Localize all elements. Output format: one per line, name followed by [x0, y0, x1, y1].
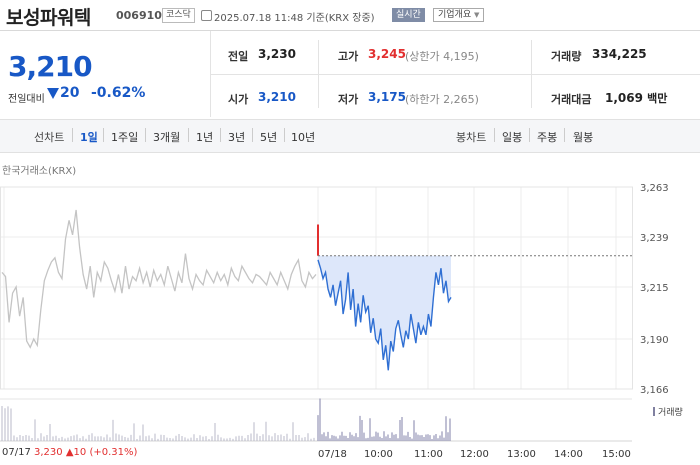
- quote-divider-v1: [318, 40, 319, 108]
- change-label: 전일대비: [8, 94, 45, 105]
- period-divider: [529, 128, 530, 142]
- prev-day-series: [1, 209, 317, 349]
- prev-close-value: 3,230: [258, 47, 296, 61]
- stock-code: 006910: [116, 9, 162, 22]
- y-tick-label: 3,215: [640, 283, 669, 294]
- amount-unit: 백만: [647, 92, 668, 105]
- timestamp: 2025.07.18 11:48 기준(KRX 장중): [214, 13, 375, 24]
- tab-1week[interactable]: 1주일: [111, 131, 139, 144]
- quote-divider-v2: [531, 40, 532, 108]
- x-tick-label: 07/18: [318, 449, 347, 460]
- lower-limit: (하한가 2,265): [405, 93, 479, 106]
- clock-icon: [201, 10, 212, 21]
- change-value: 20: [60, 85, 80, 101]
- prev-close-label: 전일: [228, 50, 249, 63]
- x-tick-label: 11:00: [414, 449, 443, 460]
- today-line: [317, 259, 452, 371]
- bottom-date: 07/17: [2, 447, 31, 458]
- upper-limit: (상한가 4,195): [405, 50, 479, 63]
- exchange-label: 한국거래소(KRX): [2, 166, 77, 177]
- candle-chart-label: 봉차트: [456, 131, 487, 144]
- tab-10year[interactable]: 10년: [291, 131, 316, 144]
- x-tick-label: 15:00: [602, 449, 631, 460]
- tab-3year[interactable]: 3년: [228, 131, 246, 144]
- company-overview-label: 기업개요: [438, 10, 472, 20]
- volume-value: 334,225: [592, 47, 647, 61]
- today-series: [317, 224, 632, 371]
- bottom-price: 3,230: [34, 447, 63, 458]
- volume-bars: [0, 398, 632, 442]
- y-tick-label: 3,166: [640, 385, 669, 396]
- low-label: 저가: [338, 93, 359, 106]
- chevron-down-icon: ▼: [474, 11, 480, 19]
- amount-number: 1,069: [605, 91, 643, 105]
- market-badge: 코스닥: [162, 8, 195, 23]
- period-divider: [494, 128, 495, 142]
- chart-grid: [0, 186, 633, 390]
- tab-daily[interactable]: 일봉: [502, 131, 523, 144]
- change-percent: -0.62%: [91, 85, 146, 101]
- line-chart-label: 선차트: [34, 131, 65, 144]
- realtime-button[interactable]: 실시간: [392, 8, 425, 22]
- stock-header: [0, 0, 700, 31]
- period-divider: [72, 128, 73, 142]
- open-value: 3,210: [258, 90, 296, 104]
- y-tick-label: 3,239: [640, 233, 669, 244]
- tab-weekly[interactable]: 주봉: [537, 131, 558, 144]
- x-tick-label: 10:00: [364, 449, 393, 460]
- stock-name: 보성파워텍: [6, 7, 91, 29]
- period-divider: [284, 128, 285, 142]
- period-divider: [564, 128, 565, 142]
- period-divider: [188, 128, 189, 142]
- tab-5year[interactable]: 5년: [260, 131, 278, 144]
- period-divider: [252, 128, 253, 142]
- period-divider: [103, 128, 104, 142]
- down-triangle-icon: [47, 88, 59, 99]
- high-value: 3,245: [368, 47, 406, 61]
- current-price: 3,210: [8, 50, 93, 83]
- low-value: 3,175: [368, 90, 406, 104]
- amount-label: 거래대금: [551, 93, 592, 106]
- bottom-change: ▲10: [65, 447, 87, 458]
- tab-1year[interactable]: 1년: [196, 131, 214, 144]
- x-tick-label: 12:00: [460, 449, 489, 460]
- period-divider: [145, 128, 146, 142]
- x-tick-label: 14:00: [554, 449, 583, 460]
- amount-value: 1,069 백만: [605, 90, 667, 106]
- period-divider: [220, 128, 221, 142]
- x-tick-label: 13:00: [507, 449, 536, 460]
- period-bar: [0, 119, 700, 153]
- volume-legend: 거래량: [658, 408, 683, 418]
- bottom-info: 07/17 3,230 ▲10 (+0.31%): [2, 447, 137, 458]
- x-axis: 07/18 10:00 11:00 12:00 13:00 14:00 15:00: [318, 449, 631, 460]
- volume-legend-mark: [653, 407, 655, 416]
- tab-monthly[interactable]: 월봉: [573, 131, 594, 144]
- tab-3month[interactable]: 3개월: [153, 131, 181, 144]
- today-fill: [318, 255, 451, 371]
- prev-day-line: [1, 209, 317, 349]
- tab-1day[interactable]: 1일: [80, 131, 98, 144]
- company-overview-button[interactable]: 기업개요 ▼: [433, 8, 485, 22]
- bottom-pct: (+0.31%): [89, 447, 138, 458]
- high-label: 고가: [338, 50, 359, 63]
- plot-frame: [0, 186, 633, 390]
- y-axis: 3,263 3,239 3,215 3,190 3,166: [640, 183, 669, 396]
- y-tick-label: 3,190: [640, 335, 669, 346]
- open-label: 시가: [228, 93, 249, 106]
- quote-divider-h: [210, 74, 700, 75]
- volume-label: 거래량: [551, 50, 582, 63]
- price-chart[interactable]: 3,263 3,239 3,215 3,190 3,166 07/18 10:00 11:0…: [0, 175, 700, 465]
- y-tick-label: 3,263: [640, 183, 669, 194]
